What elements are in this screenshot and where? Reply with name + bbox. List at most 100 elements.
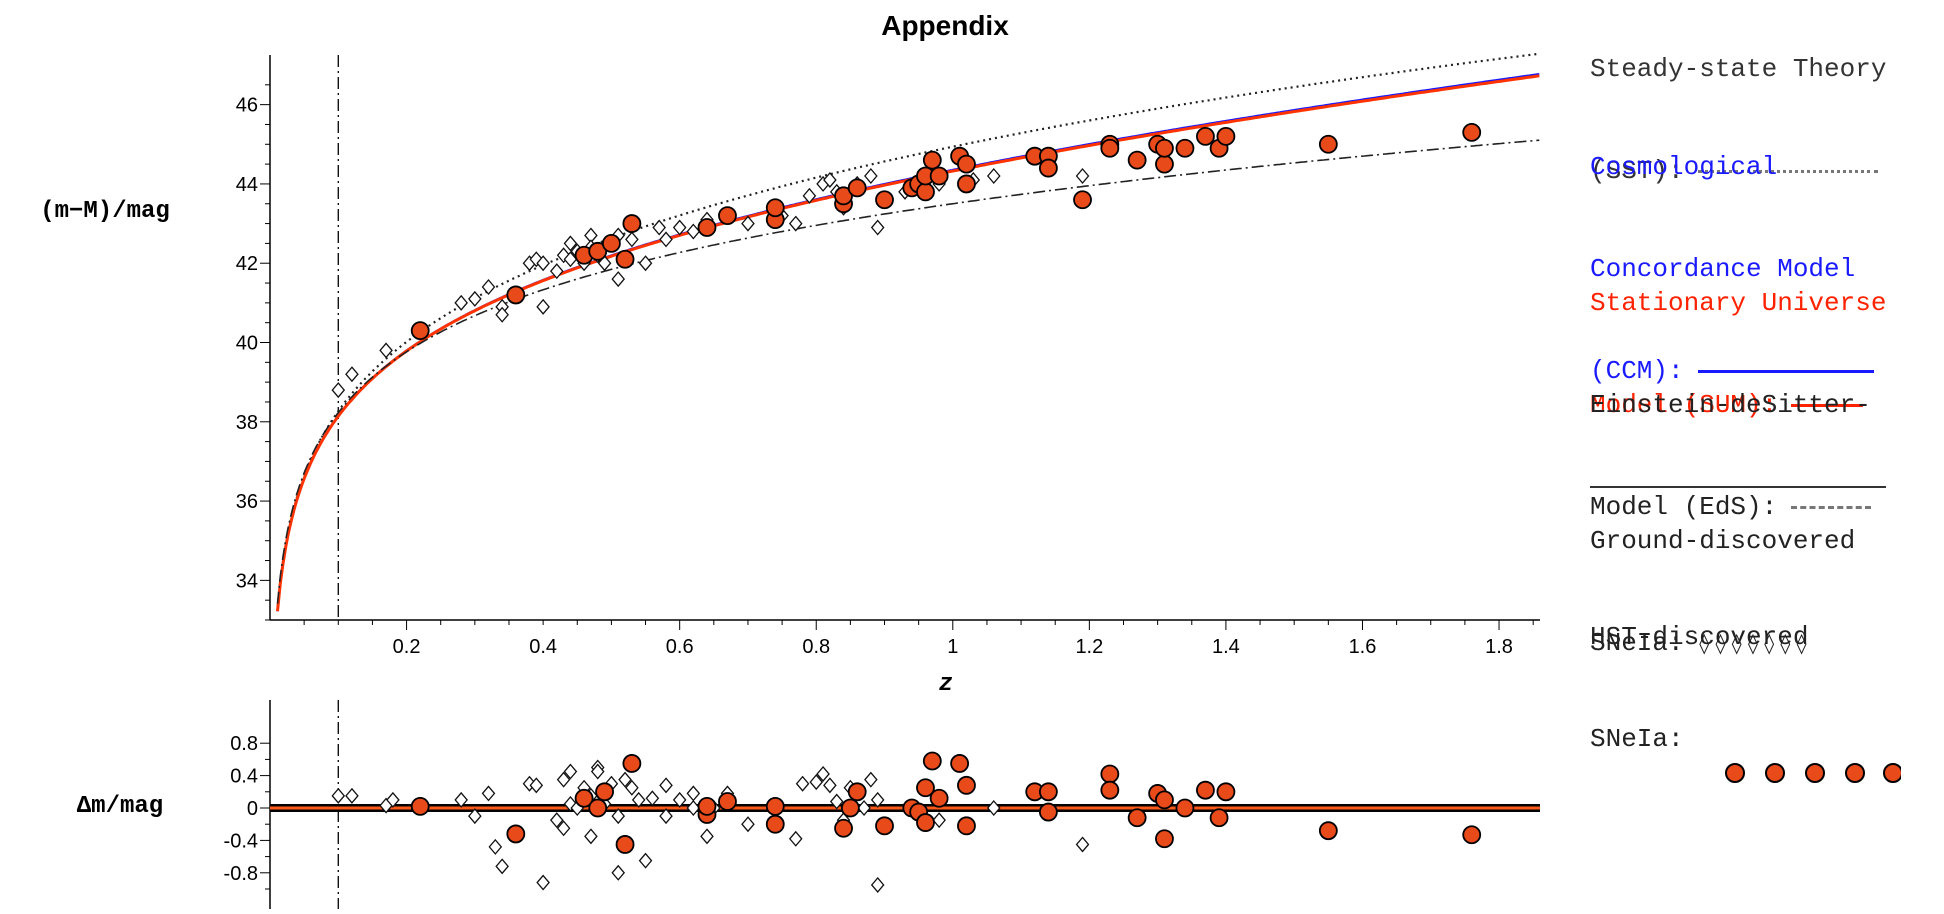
ground-residual-point	[549, 812, 564, 829]
ground-sn-point	[659, 231, 673, 248]
hst-residual-point	[574, 788, 594, 808]
hst-sn-point	[1196, 126, 1215, 146]
x-axis-label: z	[939, 671, 953, 698]
legend-sst-line1: Steady-state Theory	[1590, 54, 1887, 84]
ground-sn-point	[495, 306, 509, 323]
hst-sn-point	[1155, 154, 1174, 174]
x-tick-label: 1.2	[1075, 636, 1103, 658]
hst-residual-point	[588, 798, 608, 818]
hst-sn-point	[1155, 138, 1174, 158]
ground-residual-point	[618, 771, 632, 788]
legend-eds: Einstein-deSitter- Model (EdS):	[1590, 320, 1872, 592]
hst-sn-point	[957, 174, 976, 194]
ground-residual-point	[686, 799, 701, 817]
hst-residual-point	[957, 816, 976, 836]
ground-sn-point	[454, 294, 468, 311]
ground-residual-point	[1075, 836, 1090, 853]
ground-residual-point	[741, 816, 755, 833]
ground-residual-point	[454, 791, 468, 808]
legend-hst-markers	[1724, 763, 1903, 784]
ground-residual-point	[556, 771, 571, 788]
hst-sn-point	[922, 150, 942, 170]
legend-ground-symbols: ◊ ◊ ◊ ◊ ◊ ◊ ◊	[1699, 631, 1807, 655]
hst-residual-point	[1462, 825, 1482, 845]
hst-residual-point	[950, 754, 970, 773]
hst-residual-point	[622, 754, 642, 773]
legend-ground-line1: Ground-discovered	[1590, 526, 1856, 556]
ground-sn-point	[481, 278, 496, 296]
legend-ccm-line1: Cosmological	[1590, 152, 1778, 182]
residual-y-tick-label: 0	[247, 798, 258, 820]
residual-y-axis-label: Δm/mag	[77, 793, 163, 820]
hst-residual-point	[1155, 829, 1174, 849]
legend-eds-sample	[1791, 505, 1872, 509]
ground-sn-point	[345, 366, 359, 383]
hst-residual-point	[697, 796, 717, 816]
ground-residual-point	[563, 795, 578, 812]
legend-sst: Steady-state Theory (SST):	[1590, 0, 1886, 256]
curve-eds	[276, 139, 1540, 604]
hst-sn-point	[615, 249, 635, 269]
ground-residual-point	[481, 785, 496, 802]
legend-eds-line1: Einstein-deSitter-	[1590, 390, 1871, 420]
hst-sn-point	[929, 166, 949, 186]
ground-residual-point	[816, 765, 830, 782]
hst-residual-point	[1038, 802, 1058, 822]
ground-residual-point	[468, 808, 482, 825]
hst-residual-point	[1100, 780, 1120, 800]
ground-residual-point	[563, 763, 578, 780]
x-tick-label: 1.6	[1349, 636, 1377, 658]
hst-sn-point	[1038, 158, 1058, 178]
y-axis-label: (m−M)/mag	[40, 198, 170, 225]
ground-residual-point	[672, 791, 687, 808]
ground-residual-point	[864, 771, 878, 788]
hst-residual-point	[410, 796, 430, 816]
hst-sn-point	[410, 321, 430, 341]
hst-residual-point	[922, 751, 942, 771]
y-tick-label: 44	[236, 174, 258, 196]
ground-residual-point	[638, 852, 653, 869]
ground-sn-point	[597, 255, 612, 272]
x-tick-label: 0.2	[393, 636, 421, 658]
hst-sn-point	[1318, 134, 1338, 154]
y-tick-label: 36	[236, 491, 258, 513]
residual-y-tick-label: 0.4	[230, 766, 258, 788]
residual-y-tick-label: -0.4	[224, 830, 258, 852]
ground-residual-point	[823, 777, 837, 794]
ground-residual-point	[659, 777, 673, 794]
chart-title: Appendix	[881, 10, 1009, 41]
ground-sn-point	[686, 223, 701, 240]
hst-sn-point	[718, 206, 737, 226]
legend-hst-line1: HST-discovered	[1590, 622, 1809, 652]
ground-sn-point	[638, 255, 653, 272]
ground-residual-point	[870, 791, 885, 808]
ground-sn-point	[379, 342, 393, 359]
legend-hst: HST-discovered SNeIa:	[1590, 552, 1903, 892]
ground-residual-point	[659, 808, 673, 825]
hst-residual-point	[957, 775, 976, 795]
hst-sn-point	[1462, 122, 1482, 142]
hst-sn-point	[834, 186, 853, 206]
hst-sn-point	[847, 178, 867, 198]
hst-sn-point	[1100, 138, 1120, 158]
ground-sn-point	[652, 219, 666, 236]
hst-residual-point	[1318, 821, 1338, 841]
hst-sn-point	[875, 190, 894, 210]
hst-residual-point	[765, 814, 785, 834]
ground-residual-point	[536, 874, 550, 891]
ground-residual-point	[857, 799, 871, 817]
ground-residual-point	[611, 864, 626, 881]
ground-residual-point	[529, 777, 544, 794]
hst-residual-point	[916, 813, 935, 832]
curve-sst	[276, 52, 1540, 611]
ground-sn-point	[864, 167, 878, 185]
hst-sn-point	[765, 198, 785, 218]
ground-residual-point	[611, 808, 626, 825]
ground-residual-point	[488, 838, 503, 855]
hst-residual-point	[506, 824, 526, 844]
hst-residual-point	[916, 778, 935, 798]
ground-residual-point	[645, 790, 660, 807]
ground-residual-point	[590, 763, 605, 780]
hst-residual-point	[1216, 782, 1236, 802]
ground-sn-point	[1075, 167, 1090, 185]
